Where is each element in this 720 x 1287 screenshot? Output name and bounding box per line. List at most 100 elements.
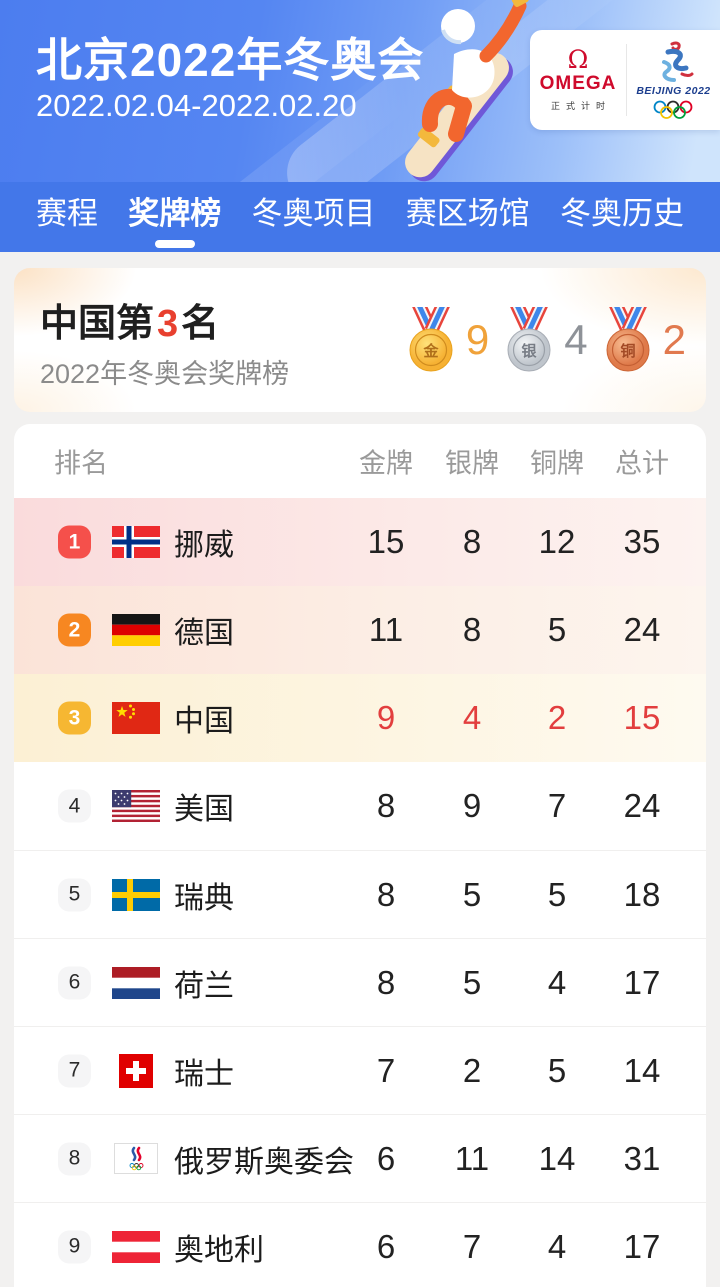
netherlands-flag-icon bbox=[112, 966, 160, 1000]
total-value: 17 bbox=[623, 963, 661, 1001]
gold-value: 8 bbox=[376, 787, 396, 824]
table-row-roc[interactable]: 8 俄罗斯奥委会 6 11 14 31 bbox=[14, 1114, 706, 1202]
table-row-germany[interactable]: 2 德国 11 8 5 24 bbox=[14, 586, 706, 674]
china-rank-title: 中国第3名 bbox=[40, 303, 220, 345]
country-name: 荷兰 bbox=[174, 969, 234, 1003]
rank-badge: 9 bbox=[58, 1230, 91, 1263]
gold-value: 8 bbox=[376, 963, 396, 1001]
table-row-sweden[interactable]: 5 瑞典 8 5 5 18 bbox=[14, 850, 706, 938]
gold-value: 7 bbox=[376, 1051, 396, 1089]
sweden-flag-icon bbox=[112, 878, 160, 912]
olympic-rings-icon bbox=[653, 100, 692, 119]
tab-events[interactable]: 冬奥项目 bbox=[251, 196, 376, 231]
svg-text:铜: 铜 bbox=[620, 342, 635, 360]
tab-venues[interactable]: 赛区场馆 bbox=[405, 196, 530, 231]
gold-value: 6 bbox=[376, 1227, 396, 1265]
silver-count: 4 bbox=[564, 316, 588, 363]
silver-value: 2 bbox=[462, 1051, 482, 1089]
medal-table-card: 排名 金牌 银牌 铜牌 总计 1 挪威 15 8 12 35 2 德国 11 bbox=[14, 424, 706, 1287]
active-tab-indicator bbox=[154, 240, 195, 248]
rank-badge: 4 bbox=[58, 789, 91, 823]
total-value: 14 bbox=[623, 1051, 661, 1089]
silver-value: 5 bbox=[462, 963, 482, 1001]
norway-flag-icon bbox=[112, 525, 160, 559]
nav-tab-bar: 赛程 奖牌榜 冬奥项目 赛区场馆 冬奥历史 bbox=[0, 182, 720, 252]
total-value: 18 bbox=[623, 875, 661, 913]
rank-badge: 3 bbox=[58, 701, 91, 735]
total-value: 35 bbox=[623, 523, 661, 560]
bronze-value: 4 bbox=[547, 1227, 567, 1265]
country-name: 美国 bbox=[174, 793, 234, 826]
page-title: 北京2022年冬奥会 bbox=[36, 34, 425, 86]
silver-medal-group: 银 4 bbox=[501, 307, 588, 373]
country-name: 俄罗斯奥委会 bbox=[174, 1145, 354, 1179]
rank-badge: 5 bbox=[58, 878, 91, 911]
header-rank: 排名 bbox=[54, 448, 108, 479]
bronze-value: 14 bbox=[538, 1139, 576, 1177]
table-row-norway[interactable]: 1 挪威 15 8 12 35 bbox=[14, 498, 706, 586]
summary-subtitle: 2022年冬奥会奖牌榜 bbox=[40, 359, 290, 389]
silver-value: 8 bbox=[462, 611, 482, 648]
silver-value: 4 bbox=[462, 699, 482, 736]
tab-medal-table[interactable]: 奖牌榜 bbox=[128, 182, 221, 252]
gold-value: 8 bbox=[376, 875, 396, 913]
hero-banner: 北京2022年冬奥会 2022.02.04-2022.02.20 Ω OMEGA… bbox=[0, 0, 720, 182]
beijing-emblem-icon bbox=[661, 41, 693, 82]
table-row-usa[interactable]: 4 美国 8 9 7 24 bbox=[14, 762, 706, 850]
bronze-value: 5 bbox=[547, 611, 567, 648]
total-value: 31 bbox=[623, 1139, 661, 1177]
silver-value: 8 bbox=[462, 523, 482, 560]
country-name: 奥地利 bbox=[174, 1233, 264, 1267]
header-silver: 银牌 bbox=[445, 448, 499, 479]
bronze-count: 2 bbox=[662, 316, 686, 363]
gold-value: 6 bbox=[376, 1139, 396, 1177]
table-row-netherlands[interactable]: 6 荷兰 8 5 4 17 bbox=[14, 938, 706, 1026]
rank-badge: 6 bbox=[58, 966, 91, 999]
header-bronze: 铜牌 bbox=[530, 448, 584, 479]
gold-value: 9 bbox=[376, 699, 396, 736]
rank-badge: 7 bbox=[58, 1054, 91, 1087]
rank-number: 3 bbox=[157, 303, 179, 345]
medal-summary: 金 9 银 4 bbox=[403, 268, 686, 412]
gold-medal-icon: 金 bbox=[409, 307, 453, 372]
bronze-value: 2 bbox=[547, 699, 567, 736]
omega-symbol-icon: Ω bbox=[567, 45, 589, 74]
bronze-value: 5 bbox=[547, 875, 567, 913]
silver-medal-icon: 银 bbox=[507, 307, 551, 372]
country-name: 中国 bbox=[174, 705, 234, 738]
country-name: 挪威 bbox=[174, 529, 234, 562]
tab-schedule[interactable]: 赛程 bbox=[36, 196, 98, 231]
country-name: 德国 bbox=[174, 617, 234, 650]
table-row-austria[interactable]: 9 奥地利 6 7 4 17 bbox=[14, 1202, 706, 1287]
bronze-value: 7 bbox=[547, 787, 567, 824]
tab-history[interactable]: 冬奥历史 bbox=[560, 196, 684, 231]
bronze-value: 4 bbox=[547, 963, 567, 1001]
divider bbox=[626, 44, 627, 116]
total-value: 24 bbox=[623, 787, 661, 824]
gold-medal-group: 金 9 bbox=[403, 307, 489, 373]
gold-count: 9 bbox=[465, 316, 490, 363]
bronze-medal-icon: 铜 bbox=[606, 307, 650, 372]
table-row-china[interactable]: 3 中国 9 4 2 15 bbox=[14, 674, 706, 762]
country-name: 瑞典 bbox=[174, 881, 234, 915]
germany-flag-icon bbox=[112, 613, 160, 647]
header-total: 总计 bbox=[615, 448, 669, 479]
svg-text:银: 银 bbox=[522, 342, 538, 360]
roc-flag-icon bbox=[112, 1142, 160, 1176]
silver-value: 5 bbox=[462, 875, 482, 913]
country-name: 瑞士 bbox=[174, 1057, 234, 1091]
beijing2022-emblem: BEIJING 2022 bbox=[627, 40, 720, 121]
usa-flag-icon bbox=[112, 789, 160, 823]
snowboarder-illustration-icon bbox=[405, 0, 529, 182]
table-row-switzerland[interactable]: 7 瑞士 7 2 5 14 bbox=[14, 1026, 706, 1114]
bronze-value: 5 bbox=[547, 1051, 567, 1089]
silver-value: 7 bbox=[462, 1227, 482, 1265]
china-rank-summary-card: 中国第3名 2022年冬奥会奖牌榜 金 9 bbox=[14, 268, 706, 412]
rank-badge: 8 bbox=[58, 1142, 91, 1175]
header-gold: 金牌 bbox=[359, 448, 413, 479]
sponsor-logo-card: Ω OMEGA 正式计时 BEIJING 2022 bbox=[530, 30, 720, 130]
svg-text:金: 金 bbox=[422, 342, 439, 360]
gold-value: 11 bbox=[368, 611, 404, 648]
china-flag-icon bbox=[112, 701, 160, 735]
